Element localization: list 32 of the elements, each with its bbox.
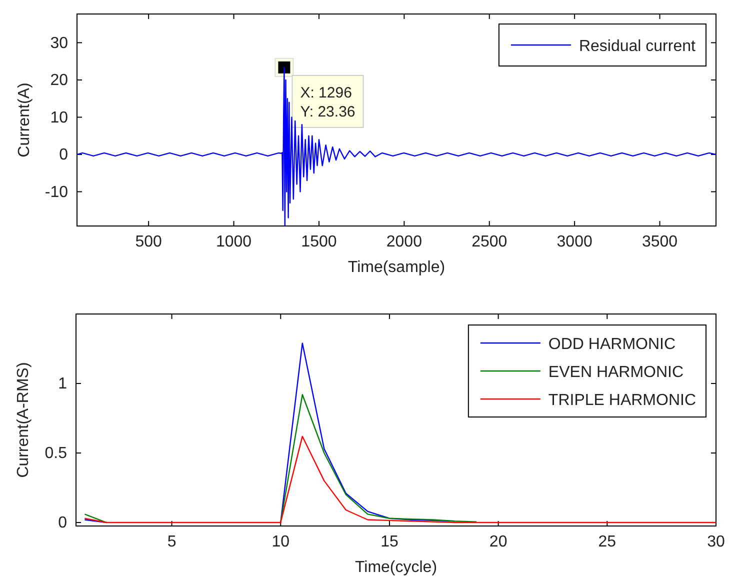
legend-label: TRIPLE HARMONIC [548,392,696,409]
y-tick-label: 0 [59,146,68,164]
y-tick-label: 10 [50,109,68,126]
y-axis-title: Current(A-RMS) [15,362,32,478]
x-axis-title: Time(cycle) [354,559,438,576]
legend-label: ODD HARMONIC [548,336,676,353]
x-tick-label: 1500 [301,233,337,250]
x-tick-label: 25 [598,533,616,550]
x-tick-label: 2500 [472,233,508,250]
x-tick-label: 15 [380,533,398,550]
y-tick-label: 0.5 [44,445,68,462]
y-tick-label: 30 [50,34,68,52]
legend-label: Residual current [578,38,696,55]
x-tick-label: 20 [489,533,508,550]
x-tick-label: 500 [135,233,162,250]
x-tick-label: 1000 [216,233,252,250]
y-tick-label: 0 [58,514,68,532]
x-tick-label: 10 [272,533,290,550]
y-tick-label: 20 [50,72,68,90]
y-tick-label: 1 [58,376,68,393]
x-tick-label: 3500 [642,233,678,250]
line-series [84,436,716,524]
datatip: X: 1296 Y: 23.36 [274,58,364,128]
x-axis-title: Time(sample) [348,259,446,276]
y-axis-title: Current(A) [16,82,33,158]
x-tick-label: 2000 [386,233,422,250]
legend-label: EVEN HARMONIC [548,364,684,381]
x-tick-label: 5 [167,533,176,550]
y-tick-label: -10 [44,184,68,201]
annotation: X: 1296 Y: 23.36 [300,84,356,120]
x-tick-label: 3000 [556,233,592,250]
x-tick-label: 30 [707,533,725,550]
